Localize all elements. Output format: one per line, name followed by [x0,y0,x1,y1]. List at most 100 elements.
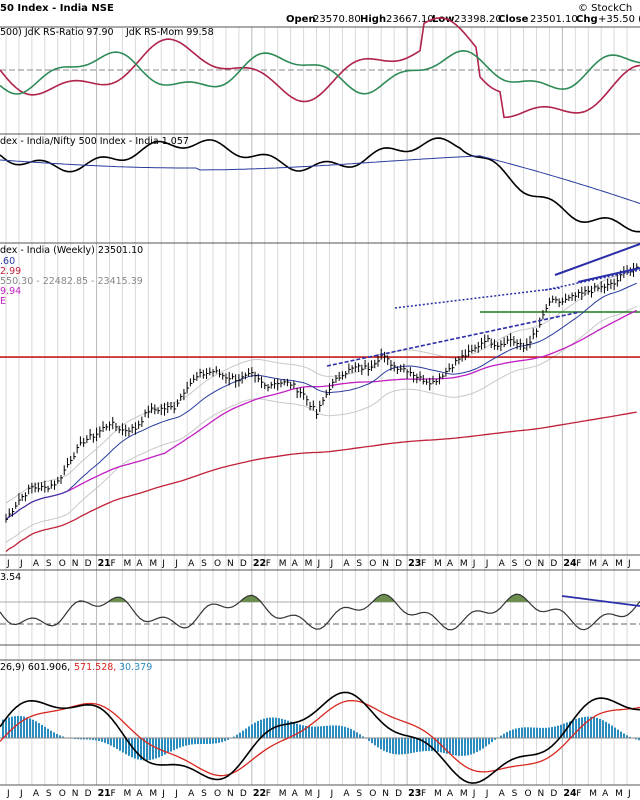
open-value: 23570.80 [313,14,361,25]
macd-histogram-bar [77,738,79,740]
macd-histogram-bar [164,738,166,755]
macd-histogram-bar [53,732,55,738]
macd-histogram-bar [302,725,304,738]
month-tick-label: S [356,559,362,569]
macd-histogram-bar [311,726,313,738]
macd-histogram-bar [422,738,424,752]
month-tick-label: S [46,559,52,569]
macd-histogram-bar [191,738,193,745]
macd-histogram-bar [185,738,187,746]
month-tick-label: N [382,559,389,569]
month-tick-label: A [447,789,454,799]
rrg-label-ratio: 500) JdK RS-Ratio 97.90 [0,27,114,38]
macd-histogram-bar [626,735,628,738]
macd-histogram-bar [617,729,619,738]
macd-histogram-bar [8,717,10,738]
macd-histogram-bar [419,738,421,752]
macd-histogram-bar [506,732,508,738]
macd-histogram-bar [347,727,349,738]
price-panel: dex - India (Weekly) 23501.10 .60 2.99 5… [0,243,640,552]
month-tick-label: F [576,559,581,569]
month-tick-label: 23 [408,788,421,799]
macd-histogram-bar [62,736,64,738]
price-label: dex - India (Weekly) 23501.10 [0,245,143,256]
macd-histogram-bar [455,738,457,756]
macd-histogram-bar [44,726,46,738]
macd-signal-line [0,699,640,777]
macd-histogram-bar [239,732,241,738]
macd-histogram-bar [140,738,142,761]
macd-histogram-bar [575,719,577,738]
month-tick-label: F [421,559,426,569]
sma-200-line [5,411,637,552]
month-tick-label: A [188,559,195,569]
macd-histogram-bar [356,732,358,738]
macd-histogram-bar [38,723,40,738]
macd-histogram-bar [389,738,391,754]
macd-histogram-bar [341,726,343,738]
month-tick-label: M [460,559,468,569]
macd-histogram-bar [398,738,400,755]
month-tick-label: J [627,789,631,799]
macd-histogram-bar [425,738,427,752]
macd-histogram-bar [494,738,496,740]
month-tick-label: J [161,789,165,799]
relative-strength-average [0,155,640,204]
macd-histogram-bar [170,738,172,752]
macd-histogram-bar [11,716,13,738]
macd-histogram-bar [86,738,88,740]
macd-histogram-bar [500,735,502,738]
macd-histogram-bar [284,719,286,738]
month-tick-label: J [472,789,476,799]
macd-histogram-bar [470,738,472,755]
macd-histogram-bar [335,725,337,738]
trendline-dotted-mid [544,269,640,291]
month-tick-label: 22 [253,558,266,569]
macd-histogram-bar [608,723,610,738]
macd-histogram-bar [503,733,505,738]
macd-histogram-bar [539,727,541,738]
month-tick-label: J [329,559,333,569]
month-tick-label: F [421,789,426,799]
roc-line [0,593,640,631]
macd-histogram-bar [380,738,382,750]
macd-histogram-bar [5,718,7,738]
macd-histogram-bar [290,721,292,738]
month-tick-label: M [279,559,287,569]
macd-histogram-bar [194,738,196,745]
roc-label: 3.54 [0,572,21,583]
month-tick-label: 23 [408,558,421,569]
macd-histogram-bar [203,738,205,744]
month-tick-label: M [279,789,287,799]
macd-histogram-bar [410,738,412,754]
macd-histogram-bar [296,723,298,738]
macd-histogram-bar [377,738,379,748]
macd-histogram-bar [254,722,256,738]
month-tick-label: D [240,789,247,799]
macd-histogram-bar [479,738,481,751]
macd-histogram-bar [458,738,460,756]
month-tick-label: F [266,559,271,569]
month-tick-label: M [434,559,442,569]
macd-histogram-bar [599,718,601,738]
macd-histogram-bar [188,738,190,745]
macd-line [0,691,640,784]
macd-histogram-bar [167,738,169,754]
macd-histogram-bar [518,727,520,738]
month-tick-label: J [317,789,321,799]
macd-histogram-bar [545,727,547,738]
macd-label: 26,9) 601.906, [0,662,70,673]
macd-histogram-bar [560,724,562,738]
macd-histogram-bar [116,738,118,749]
macd-histogram-bar [407,738,409,754]
macd-histogram-bar [320,726,322,738]
macd-histogram-bar [521,727,523,738]
month-tick-label: M [149,789,157,799]
month-tick-label: N [537,559,544,569]
month-tick-label: M [434,789,442,799]
month-tick-label: A [447,559,454,569]
macd-histogram-bar [488,738,490,745]
macd-histogram-bar [443,738,445,754]
macd-histogram-bar [242,730,244,738]
month-tick-label: D [85,559,92,569]
